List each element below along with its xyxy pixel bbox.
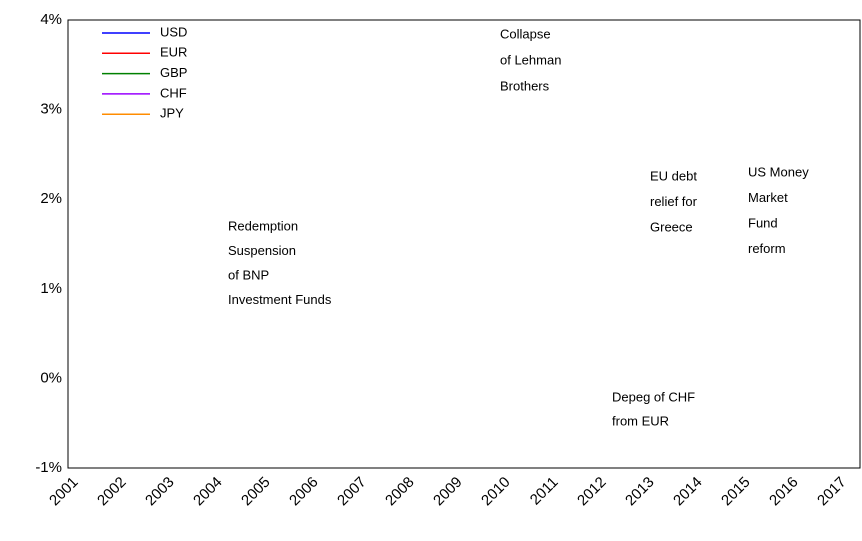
y-tick-label: 1% bbox=[40, 280, 62, 297]
x-tick-label: 2015 bbox=[718, 474, 754, 510]
x-tick-label: 2003 bbox=[142, 474, 178, 510]
y-tick-label: -1% bbox=[35, 459, 62, 476]
legend-label: JPY bbox=[160, 106, 184, 121]
plot-frame bbox=[67, 19, 861, 469]
x-tick-label: 2009 bbox=[430, 474, 466, 510]
x-tick-label: 2004 bbox=[190, 474, 226, 510]
annotation: Investment Funds bbox=[228, 292, 332, 307]
x-tick-label: 2013 bbox=[622, 474, 658, 510]
annotation: US Money bbox=[748, 164, 809, 179]
annotation: Greece bbox=[650, 219, 693, 234]
annotation: from EUR bbox=[612, 413, 669, 428]
x-tick-label: 2006 bbox=[286, 474, 322, 510]
annotation: Redemption bbox=[228, 218, 298, 233]
annotation: reform bbox=[748, 241, 786, 256]
x-tick-label: 2010 bbox=[478, 474, 514, 510]
x-tick-label: 2007 bbox=[334, 474, 370, 510]
annotation: of Lehman bbox=[500, 52, 561, 67]
x-tick-label: 2005 bbox=[238, 474, 274, 510]
annotation: EU debt bbox=[650, 168, 697, 183]
legend-label: CHF bbox=[160, 85, 187, 100]
x-tick-label: 2002 bbox=[94, 474, 130, 510]
legend-label: GBP bbox=[160, 65, 187, 80]
x-tick-label: 2011 bbox=[527, 474, 562, 509]
x-tick-label: 2016 bbox=[766, 474, 802, 510]
x-tick-label: 2017 bbox=[814, 474, 850, 510]
x-tick-label: 2008 bbox=[382, 474, 418, 510]
annotation: Brothers bbox=[500, 78, 550, 93]
annotation: Market bbox=[748, 190, 788, 205]
annotation: Fund bbox=[748, 215, 778, 230]
annotation: Depeg of CHF bbox=[612, 389, 695, 404]
annotation: of BNP bbox=[228, 267, 269, 282]
legend-label: USD bbox=[160, 24, 187, 39]
y-tick-label: 2% bbox=[40, 190, 62, 207]
annotation: relief for bbox=[650, 194, 698, 209]
annotation: Suspension bbox=[228, 243, 296, 258]
y-tick-label: 0% bbox=[40, 369, 62, 386]
x-tick-label: 2012 bbox=[574, 474, 610, 510]
x-tick-label: 2014 bbox=[670, 474, 706, 510]
x-tick-label: 2001 bbox=[46, 474, 82, 510]
y-tick-label: 3% bbox=[40, 101, 62, 118]
y-tick-label: 4% bbox=[40, 11, 62, 28]
legend-label: EUR bbox=[160, 45, 187, 60]
annotation: Collapse bbox=[500, 26, 551, 41]
